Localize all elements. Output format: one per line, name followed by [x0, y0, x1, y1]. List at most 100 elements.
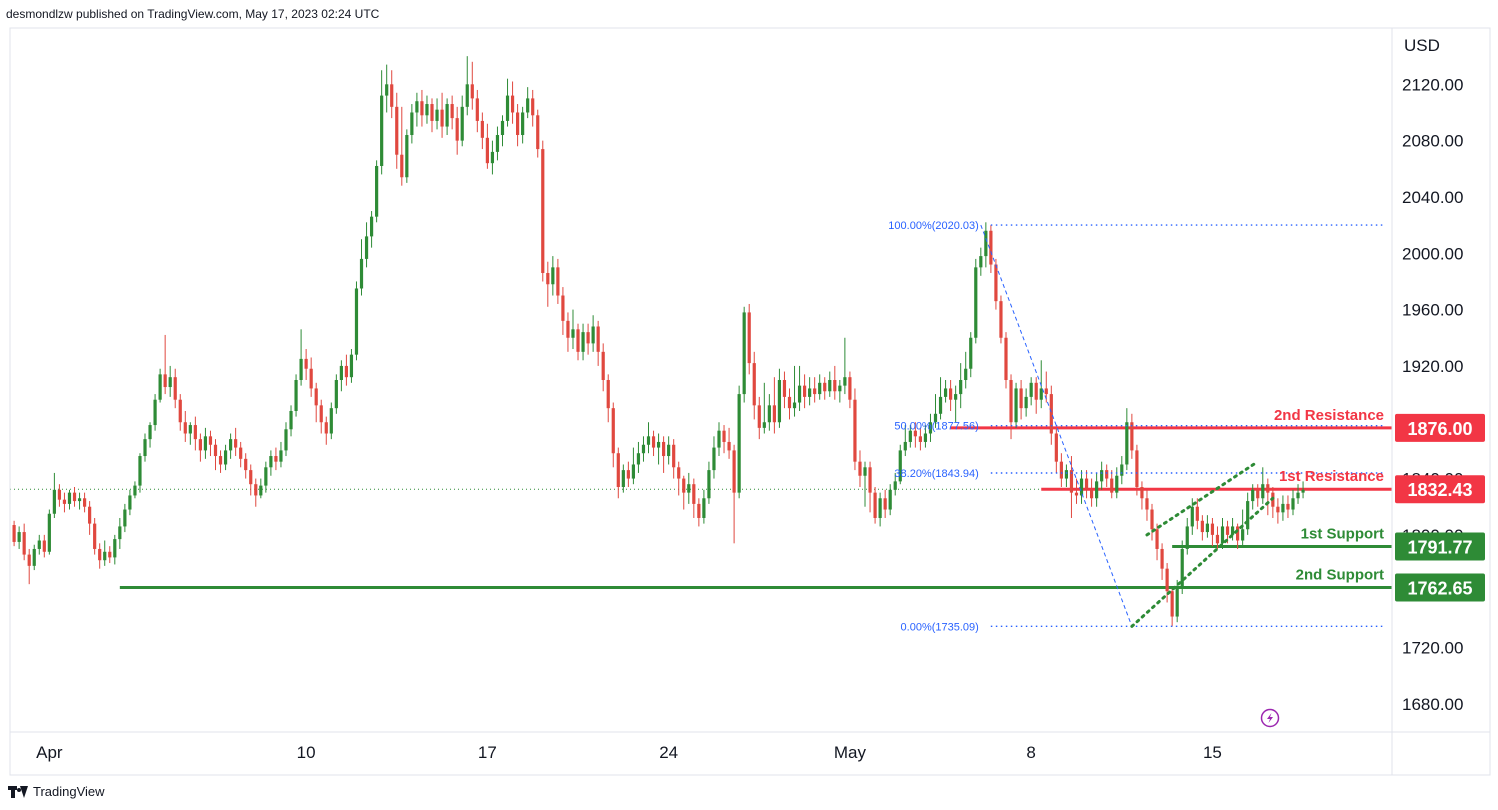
candle-body: [586, 332, 590, 344]
candle-body: [32, 548, 36, 566]
candle-body: [792, 402, 797, 409]
candle-body: [329, 408, 333, 434]
candle-body: [88, 506, 92, 524]
x-tick-label: 17: [478, 743, 497, 762]
candle-body: [1256, 489, 1260, 499]
candle-body: [1301, 489, 1305, 493]
candle-body: [1266, 484, 1270, 493]
candle-body: [334, 380, 338, 409]
candle-body: [1281, 503, 1285, 513]
candle-body: [772, 405, 776, 423]
lightning-icon: [1260, 708, 1280, 728]
candle-body: [974, 267, 978, 338]
candle-body: [133, 485, 137, 496]
fib-level-label: 50.00%(1877.56): [894, 421, 978, 433]
candle-body: [576, 329, 580, 352]
candle-body: [148, 425, 152, 440]
candle-body: [1246, 501, 1250, 530]
y-tick-label: 1920.00: [1402, 357, 1463, 376]
candle-body: [17, 532, 21, 542]
fib-level-label: 0.00%(1735.09): [901, 621, 979, 633]
level-name-label: 2nd Resistance: [1274, 407, 1384, 424]
candle-body: [108, 551, 112, 558]
candle-body: [913, 430, 917, 437]
candle-body: [42, 540, 46, 552]
candle-body: [757, 405, 761, 428]
candle-body: [828, 380, 832, 392]
drawings-layer: 100.00%(2020.03) 50.00%(1877.56) 38.20%(18…: [888, 220, 1384, 728]
candle-body: [797, 385, 802, 403]
candle-body: [168, 377, 172, 388]
publisher-header: desmondlzw published on TradingView.com,…: [6, 7, 380, 21]
candle-body: [218, 456, 223, 465]
candle-body: [1019, 388, 1023, 409]
candle-body: [1014, 388, 1018, 423]
candle-body: [1145, 498, 1149, 510]
level-name-label: 1st Resistance: [1279, 468, 1384, 485]
candle-body: [571, 329, 575, 338]
y-tick-label: 2080.00: [1402, 132, 1463, 151]
candle-body: [475, 98, 479, 121]
candle-body: [999, 301, 1003, 338]
candle-body: [299, 358, 303, 380]
candle-body: [405, 135, 409, 178]
candle-body: [118, 526, 122, 540]
candle-body: [304, 358, 308, 369]
candle-body: [1024, 396, 1028, 409]
candle-body: [1120, 464, 1124, 476]
y-tick-label: 2000.00: [1402, 244, 1463, 263]
candle-body: [1296, 492, 1300, 499]
candle-body: [284, 429, 288, 451]
x-tick-label: May: [834, 743, 867, 762]
candle-body: [173, 377, 177, 400]
candle-body: [354, 288, 359, 355]
x-tick-label: 8: [1026, 743, 1035, 762]
candle-body: [47, 513, 51, 552]
candle-body: [883, 498, 887, 510]
level-name-label: 1st Support: [1301, 525, 1384, 542]
candle-body: [380, 95, 384, 166]
candle-body: [1276, 506, 1280, 513]
candle-body: [848, 377, 852, 400]
price-tag-label: 1832.43: [1407, 480, 1472, 500]
channel-upper-line: [1145, 460, 1260, 537]
candle-body: [420, 101, 424, 116]
candle-body: [254, 484, 258, 496]
candle-body: [1230, 526, 1235, 535]
candle-body: [249, 470, 253, 485]
candle-body: [1074, 492, 1079, 496]
candle-body: [979, 256, 983, 268]
candle-body: [1210, 523, 1215, 535]
candle-body: [1039, 388, 1043, 400]
candle-body: [989, 230, 993, 265]
candle-body: [802, 385, 807, 397]
candle-body: [1200, 520, 1204, 533]
candle-body: [1105, 470, 1109, 479]
candle-body: [349, 354, 354, 378]
y-tick-label: 2120.00: [1402, 75, 1463, 94]
candle-body: [1170, 591, 1174, 617]
candle-body: [178, 399, 182, 423]
candle-body: [37, 540, 41, 549]
candle-body: [581, 332, 585, 352]
candle-body: [994, 264, 998, 302]
candle-body: [460, 106, 464, 141]
candle-body: [616, 453, 620, 488]
candle-body: [656, 441, 661, 448]
price-tag-box: [1395, 475, 1485, 504]
y-tick-label: 1680.00: [1402, 695, 1463, 714]
candle-body: [364, 236, 369, 259]
candle-body: [1165, 568, 1169, 592]
candle-body: [1155, 529, 1159, 549]
candle-body: [1029, 382, 1033, 397]
candle-body: [138, 456, 142, 486]
candle-body: [531, 98, 535, 116]
price-tag-label: 1762.65: [1407, 578, 1472, 598]
candle-body: [561, 295, 565, 321]
candle-body: [893, 481, 897, 490]
candle-body: [858, 461, 862, 476]
candle-body: [450, 104, 454, 119]
candle-body: [626, 470, 630, 479]
candle-body: [777, 380, 782, 423]
